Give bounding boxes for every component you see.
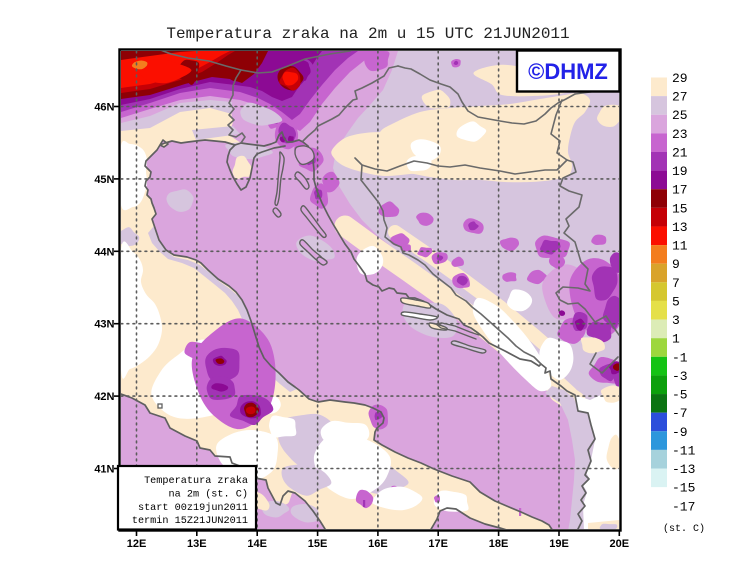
- svg-text:-5: -5: [672, 388, 688, 403]
- svg-text:12E: 12E: [127, 538, 147, 550]
- svg-text:-7: -7: [672, 406, 688, 421]
- svg-text:9: 9: [672, 257, 680, 272]
- svg-text:-9: -9: [672, 425, 688, 440]
- svg-text:©DHMZ: ©DHMZ: [528, 59, 608, 84]
- svg-text:16E: 16E: [368, 538, 388, 550]
- svg-text:5: 5: [672, 294, 680, 309]
- svg-text:11: 11: [672, 239, 688, 254]
- svg-text:20E: 20E: [610, 538, 630, 550]
- svg-text:21: 21: [672, 146, 688, 161]
- svg-text:Temperatura zraka: Temperatura zraka: [144, 475, 248, 487]
- svg-text:start 00z19jun2011: start 00z19jun2011: [138, 502, 248, 514]
- svg-text:7: 7: [672, 276, 680, 291]
- svg-text:45N: 45N: [94, 174, 114, 186]
- svg-text:na 2m (st. C): na 2m (st. C): [169, 488, 248, 500]
- svg-text:15: 15: [672, 201, 688, 216]
- svg-text:-1: -1: [672, 350, 688, 365]
- svg-text:27: 27: [672, 90, 688, 105]
- svg-text:-17: -17: [672, 499, 695, 514]
- svg-text:23: 23: [672, 127, 688, 142]
- svg-text:(st. C): (st. C): [663, 523, 705, 535]
- svg-text:46N: 46N: [94, 102, 114, 114]
- svg-text:Temperatura zraka na 2m u 15 U: Temperatura zraka na 2m u 15 UTC 21JUN20…: [166, 25, 569, 43]
- svg-text:15E: 15E: [308, 538, 328, 550]
- svg-text:17E: 17E: [428, 538, 448, 550]
- svg-text:1: 1: [672, 332, 680, 347]
- svg-text:-15: -15: [672, 481, 695, 496]
- svg-text:-3: -3: [672, 369, 688, 384]
- svg-text:43N: 43N: [94, 319, 114, 331]
- svg-text:14E: 14E: [247, 538, 267, 550]
- svg-text:-11: -11: [672, 443, 696, 458]
- svg-text:18E: 18E: [489, 538, 509, 550]
- svg-text:13E: 13E: [187, 538, 207, 550]
- svg-text:-13: -13: [672, 462, 695, 477]
- svg-text:42N: 42N: [94, 391, 114, 403]
- svg-text:44N: 44N: [94, 246, 114, 258]
- svg-text:41N: 41N: [94, 464, 114, 476]
- svg-text:19E: 19E: [549, 538, 569, 550]
- svg-text:termin 15Z21JUN2011: termin 15Z21JUN2011: [132, 515, 248, 527]
- svg-text:19: 19: [672, 164, 688, 179]
- svg-text:3: 3: [672, 313, 680, 328]
- svg-text:25: 25: [672, 108, 688, 123]
- svg-text:13: 13: [672, 220, 688, 235]
- svg-text:29: 29: [672, 71, 688, 86]
- svg-text:17: 17: [672, 183, 688, 198]
